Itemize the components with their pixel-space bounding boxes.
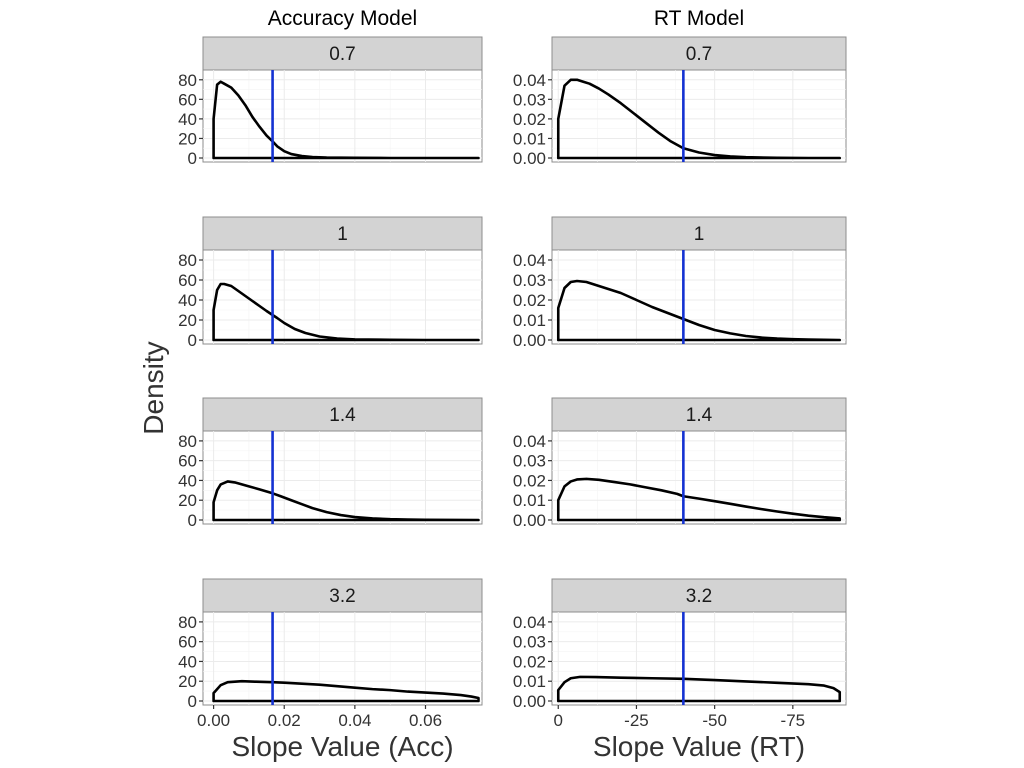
x-tick-label: 0.00 bbox=[197, 711, 230, 730]
y-tick-label: 20 bbox=[178, 491, 197, 510]
panel-background bbox=[202, 430, 483, 525]
facet-strip-label: 0.7 bbox=[686, 44, 712, 65]
density-curve bbox=[212, 480, 480, 522]
facet-strip bbox=[551, 397, 847, 432]
x-axis-title: Slope Value (RT) bbox=[593, 731, 805, 762]
y-tick-label: 60 bbox=[178, 90, 197, 109]
y-tick-label: 0.00 bbox=[513, 511, 546, 530]
facet-strip bbox=[551, 578, 847, 613]
facet-strip-label: 3.2 bbox=[329, 586, 355, 607]
facet-strip bbox=[202, 36, 483, 71]
panel-background bbox=[551, 249, 847, 345]
y-tick-label: 20 bbox=[178, 129, 197, 148]
y-tick-label: 60 bbox=[178, 271, 197, 290]
y-tick-label: 0 bbox=[188, 692, 197, 711]
x-axis-title: Slope Value (Acc) bbox=[231, 731, 453, 762]
y-tick-label: 40 bbox=[178, 110, 197, 129]
panel-background bbox=[551, 430, 847, 525]
y-tick-label: 40 bbox=[178, 471, 197, 490]
panel-background bbox=[551, 69, 847, 163]
y-tick-label: 40 bbox=[178, 291, 197, 310]
y-tick-label: 0.04 bbox=[513, 251, 546, 270]
y-tick-label: 0.03 bbox=[513, 90, 546, 109]
column-title: Accuracy Model bbox=[268, 7, 417, 30]
panel-background bbox=[551, 611, 847, 706]
x-tick-label: 0.06 bbox=[409, 711, 442, 730]
facet-strip bbox=[551, 36, 847, 71]
y-tick-label: 0.00 bbox=[513, 331, 546, 350]
facet-strip bbox=[202, 578, 483, 613]
y-tick-label: 60 bbox=[178, 452, 197, 471]
facet-strip-label: 0.7 bbox=[329, 44, 355, 65]
y-tick-label: 0.00 bbox=[513, 149, 546, 168]
density-curve bbox=[556, 675, 842, 703]
column-accuracy: Accuracy Model0.702040608010204060801.40… bbox=[178, 7, 483, 762]
column-title: RT Model bbox=[654, 7, 744, 30]
y-tick-label: 80 bbox=[178, 432, 197, 451]
y-tick-label: 0.01 bbox=[513, 672, 546, 691]
facet-panel: 1 0.000.010.020.030.04 bbox=[513, 216, 847, 350]
y-tick-label: 60 bbox=[178, 633, 197, 652]
y-tick-label: 80 bbox=[178, 71, 197, 90]
x-tick-label: 0 bbox=[554, 711, 563, 730]
facet-strip-label: 1 bbox=[337, 224, 348, 245]
x-tick-label: -75 bbox=[781, 711, 806, 730]
y-tick-label: 0.01 bbox=[513, 129, 546, 148]
facet-strip bbox=[551, 216, 847, 251]
panel-background bbox=[202, 69, 483, 163]
y-tick-label: 20 bbox=[178, 672, 197, 691]
y-tick-label: 0.01 bbox=[513, 491, 546, 510]
y-tick-label: 0 bbox=[188, 149, 197, 168]
y-axis-title: Density bbox=[138, 341, 169, 434]
y-tick-label: 0.02 bbox=[513, 471, 546, 490]
facet-panel: 3.2 0.000.010.020.030.04 0 -25 -50 -75 bbox=[513, 578, 847, 730]
density-curve bbox=[556, 78, 842, 160]
y-tick-label: 80 bbox=[178, 251, 197, 270]
panel-background bbox=[202, 611, 483, 706]
density-curve bbox=[212, 679, 480, 703]
y-tick-label: 40 bbox=[178, 652, 197, 671]
facet-panel: 1.4 0.000.010.020.030.04 bbox=[513, 397, 847, 530]
y-tick-label: 0.00 bbox=[513, 692, 546, 711]
y-tick-label: 0.03 bbox=[513, 271, 546, 290]
x-tick-label: 0.04 bbox=[338, 711, 371, 730]
x-tick-label: -50 bbox=[702, 711, 727, 730]
x-tick-label: 0.02 bbox=[268, 711, 301, 730]
y-tick-label: 20 bbox=[178, 311, 197, 330]
x-tick-label: -25 bbox=[624, 711, 649, 730]
y-tick-label: 0.03 bbox=[513, 633, 546, 652]
y-tick-label: 0.03 bbox=[513, 452, 546, 471]
y-tick-label: 0.02 bbox=[513, 291, 546, 310]
y-tick-label: 0.04 bbox=[513, 71, 546, 90]
y-tick-label: 0.02 bbox=[513, 110, 546, 129]
y-tick-label: 0.04 bbox=[513, 432, 546, 451]
y-tick-label: 0.04 bbox=[513, 613, 546, 632]
y-tick-label: 0.01 bbox=[513, 311, 546, 330]
facet-strip bbox=[202, 216, 483, 251]
density-curve bbox=[556, 279, 842, 342]
facet-strip-label: 3.2 bbox=[686, 586, 712, 607]
column-rt: RT Model0.70.000.010.020.030.0410.000.01… bbox=[513, 7, 847, 762]
facet-strip-label: 1 bbox=[694, 224, 705, 245]
facet-strip-label: 1.4 bbox=[686, 405, 713, 426]
facet-strip-label: 1.4 bbox=[329, 405, 356, 426]
y-tick-label: 80 bbox=[178, 613, 197, 632]
y-tick-label: 0 bbox=[188, 331, 197, 350]
facet-panel: 0.7 0.000.010.020.030.04 bbox=[513, 36, 847, 168]
facet-strip bbox=[202, 397, 483, 432]
y-tick-label: 0.02 bbox=[513, 652, 546, 671]
y-tick-label: 0 bbox=[188, 511, 197, 530]
panel-background bbox=[202, 249, 483, 345]
